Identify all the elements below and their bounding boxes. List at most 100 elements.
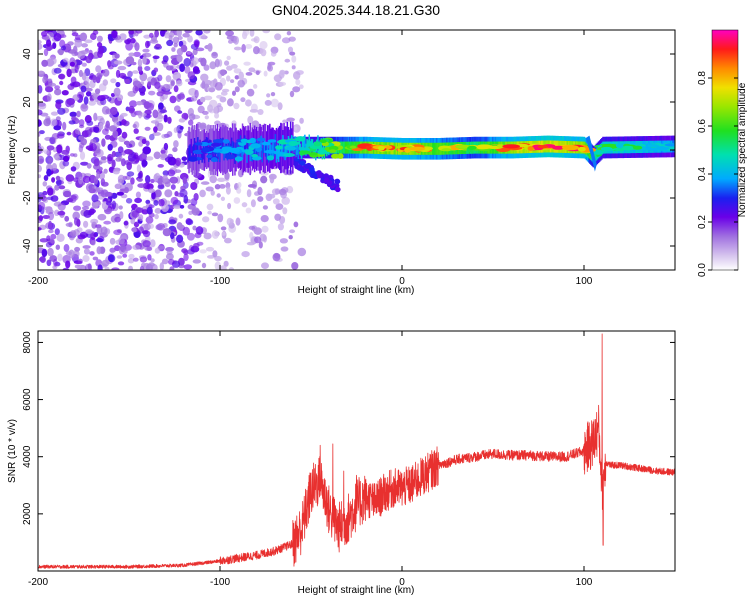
noise-blob bbox=[246, 241, 256, 246]
noise-blob bbox=[127, 257, 135, 264]
noise-blob bbox=[289, 229, 296, 234]
noise-blob bbox=[249, 30, 255, 37]
noise-blob bbox=[193, 243, 200, 248]
noise-blob bbox=[203, 64, 210, 71]
noise-blob bbox=[141, 138, 147, 145]
noise-blob bbox=[286, 31, 292, 36]
noise-blob bbox=[78, 176, 83, 185]
track-peak bbox=[283, 153, 295, 157]
noise-blob bbox=[147, 223, 154, 229]
colorbar-tick-label: 0.2 bbox=[697, 215, 708, 229]
noise-blob bbox=[192, 225, 197, 231]
noise-blob bbox=[192, 66, 200, 74]
colorbar: 0.0 0.2 0.4 0.6 0.8 Normalized spectral ampl… bbox=[697, 29, 748, 277]
track-peak bbox=[266, 155, 275, 161]
noise-blob bbox=[176, 30, 182, 37]
track-band bbox=[212, 145, 214, 160]
noise-blob bbox=[38, 164, 42, 173]
noise-blob bbox=[125, 56, 135, 65]
track-band bbox=[320, 138, 322, 151]
noise-blob bbox=[195, 226, 204, 235]
noise-blob bbox=[203, 232, 212, 240]
noise-blob bbox=[162, 30, 168, 33]
noise-blob bbox=[194, 40, 200, 48]
noise-blob bbox=[211, 212, 219, 217]
noise-blob bbox=[184, 66, 191, 74]
noise-blob bbox=[179, 189, 188, 198]
noise-blob bbox=[96, 171, 101, 179]
noise-blob bbox=[267, 193, 276, 199]
track-band bbox=[213, 139, 215, 154]
noise-blob bbox=[71, 116, 77, 121]
track-peak bbox=[273, 150, 282, 155]
noise-blob bbox=[237, 182, 242, 188]
noise-blob bbox=[280, 246, 289, 252]
noise-blob bbox=[57, 107, 66, 115]
track-peak bbox=[404, 147, 411, 153]
track-band bbox=[218, 147, 221, 163]
noise-blob bbox=[93, 201, 102, 206]
noise-blob bbox=[226, 217, 233, 226]
noise-blob bbox=[295, 70, 304, 75]
noise-blob bbox=[162, 174, 168, 184]
noise-blob bbox=[65, 251, 72, 256]
noise-blob bbox=[114, 183, 122, 190]
track-band bbox=[189, 144, 191, 159]
noise-blob bbox=[203, 30, 211, 34]
tail-blob bbox=[334, 179, 341, 185]
noise-blob bbox=[291, 262, 299, 270]
noise-blob bbox=[165, 75, 172, 83]
x-tick-label: 0 bbox=[399, 577, 405, 588]
noise-blob bbox=[71, 193, 79, 201]
noise-blob bbox=[46, 259, 52, 267]
noise-blob bbox=[154, 30, 159, 38]
noise-blob bbox=[170, 196, 179, 205]
noise-blob bbox=[103, 220, 112, 225]
noise-blob bbox=[151, 191, 156, 200]
track-band bbox=[237, 148, 239, 163]
noise-blob bbox=[132, 70, 139, 74]
track-band bbox=[301, 138, 304, 151]
tail-blob bbox=[304, 163, 310, 169]
noise-blob bbox=[98, 122, 104, 130]
track-band bbox=[272, 142, 274, 158]
noise-blob bbox=[186, 232, 195, 241]
noise-blob bbox=[214, 184, 221, 190]
noise-blob bbox=[80, 103, 89, 112]
noise-blob bbox=[176, 222, 183, 230]
noise-blob bbox=[178, 213, 184, 219]
noise-blob bbox=[145, 156, 154, 161]
noise-blob bbox=[246, 88, 255, 97]
noise-blob bbox=[53, 125, 62, 131]
noise-blob bbox=[52, 42, 57, 49]
noise-blob bbox=[286, 117, 295, 122]
noise-blob bbox=[38, 119, 42, 127]
noise-blob bbox=[79, 151, 86, 161]
noise-blob bbox=[253, 227, 262, 235]
noise-blob bbox=[84, 39, 93, 44]
noise-blob bbox=[247, 115, 254, 125]
noise-blob bbox=[50, 111, 59, 116]
noise-blob bbox=[176, 48, 184, 56]
noise-blob bbox=[55, 244, 60, 250]
noise-blob bbox=[107, 143, 113, 151]
noise-blob bbox=[73, 249, 80, 258]
noise-blob bbox=[211, 52, 218, 56]
track-peak bbox=[295, 136, 306, 142]
noise-blob bbox=[163, 114, 168, 123]
noise-blob bbox=[58, 73, 65, 80]
noise-blob bbox=[56, 133, 65, 139]
noise-blob bbox=[209, 61, 217, 70]
track-band bbox=[395, 142, 398, 155]
noise-blob bbox=[97, 213, 107, 221]
track-peak bbox=[377, 146, 385, 151]
noise-blob bbox=[66, 131, 72, 136]
noise-blob bbox=[134, 197, 143, 204]
snr-series-line bbox=[38, 333, 675, 569]
noise-blob bbox=[47, 247, 54, 257]
colorbar-tick-label: 0.0 bbox=[697, 263, 708, 277]
track-peak bbox=[202, 147, 210, 153]
track-peak bbox=[527, 146, 534, 151]
noise-blob bbox=[168, 35, 173, 42]
